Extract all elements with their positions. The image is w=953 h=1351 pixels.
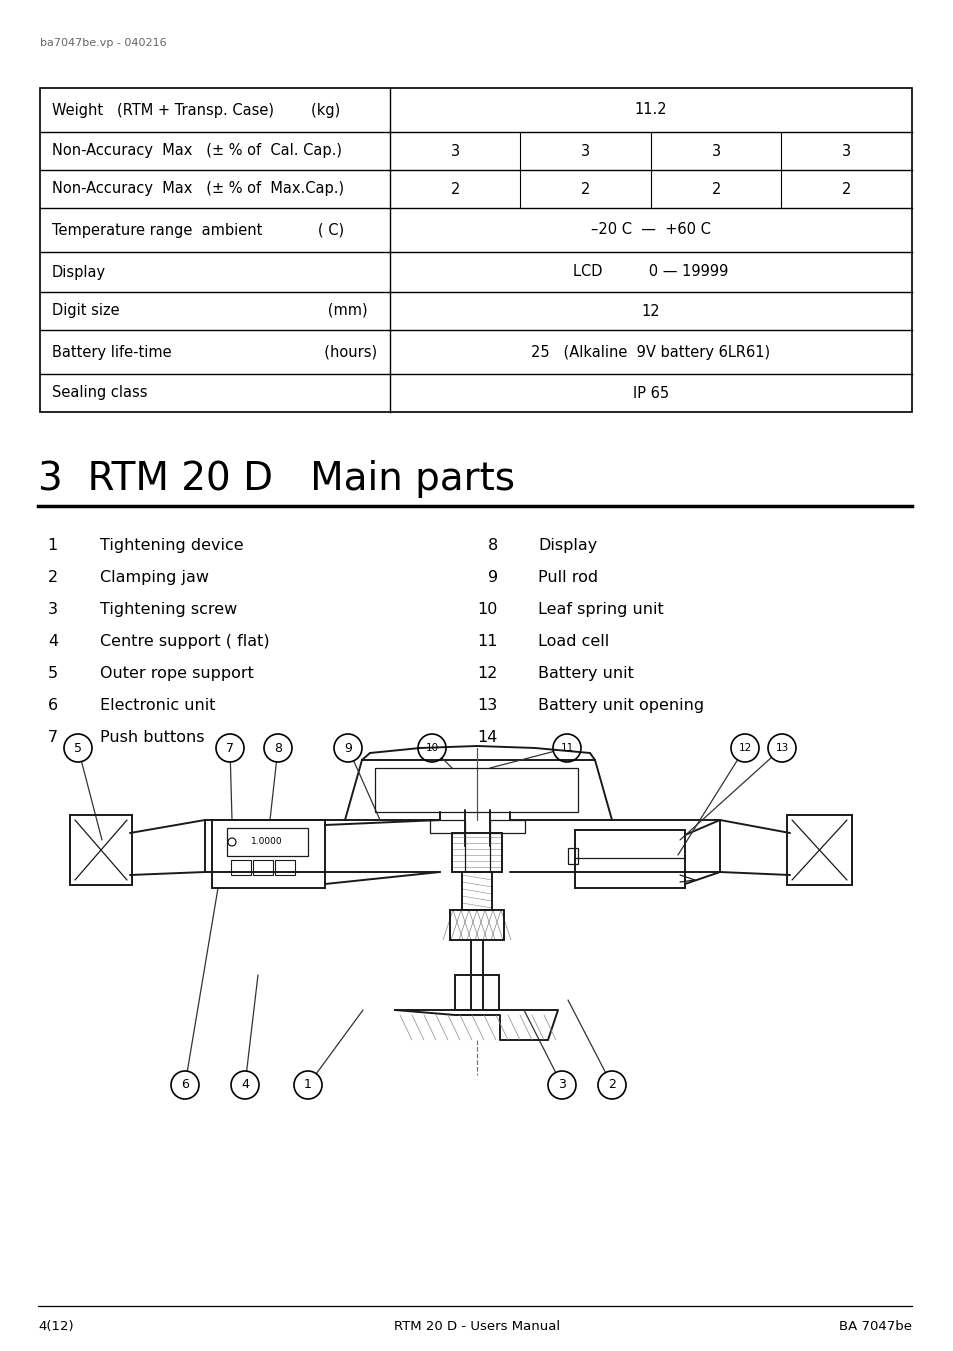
- Text: 2: 2: [607, 1078, 616, 1092]
- Text: 11: 11: [559, 743, 573, 753]
- Text: Leaf spring unit: Leaf spring unit: [537, 603, 663, 617]
- Text: 2: 2: [580, 181, 590, 196]
- Text: 5: 5: [74, 742, 82, 754]
- Text: 10: 10: [425, 743, 438, 753]
- Text: Push buttons: Push buttons: [100, 730, 204, 744]
- Text: 2: 2: [841, 181, 850, 196]
- Text: RTM 20 D - Users Manual: RTM 20 D - Users Manual: [394, 1320, 559, 1333]
- Text: Non-Accuracy  Max   (± % of  Max.Cap.): Non-Accuracy Max (± % of Max.Cap.): [52, 181, 344, 196]
- Text: 3  RTM 20 D   Main parts: 3 RTM 20 D Main parts: [38, 459, 515, 499]
- Text: 14: 14: [477, 730, 497, 744]
- Bar: [274, 861, 294, 875]
- Bar: [452, 834, 501, 871]
- Bar: [490, 820, 524, 834]
- Text: 9: 9: [487, 570, 497, 585]
- Text: Tightening screw: Tightening screw: [100, 603, 237, 617]
- Text: Electronic unit: Electronic unit: [100, 698, 215, 713]
- Text: LCD          0 — 19999: LCD 0 — 19999: [573, 265, 728, 280]
- Text: 10: 10: [477, 603, 497, 617]
- Bar: [461, 871, 492, 911]
- Text: Battery unit opening: Battery unit opening: [537, 698, 703, 713]
- Text: 3: 3: [580, 143, 590, 158]
- Text: 5: 5: [48, 666, 58, 681]
- Text: Temperature range  ambient            ( C): Temperature range ambient ( C): [52, 223, 344, 238]
- Text: Load cell: Load cell: [537, 634, 609, 648]
- Text: 3: 3: [48, 603, 58, 617]
- Text: 2: 2: [450, 181, 459, 196]
- Bar: [430, 820, 464, 834]
- Text: 3: 3: [841, 143, 850, 158]
- Text: 2: 2: [711, 181, 720, 196]
- Bar: [253, 861, 273, 875]
- Text: IP 65: IP 65: [632, 385, 668, 400]
- Bar: [231, 861, 251, 875]
- Bar: [786, 815, 851, 885]
- Bar: [227, 828, 308, 857]
- Text: Tightening device: Tightening device: [100, 538, 243, 553]
- Text: Display: Display: [52, 265, 106, 280]
- Text: Battery unit: Battery unit: [537, 666, 633, 681]
- Text: 11.2: 11.2: [634, 103, 666, 118]
- Text: 7: 7: [226, 742, 233, 754]
- Text: 1.0000: 1.0000: [251, 838, 282, 847]
- Text: 13: 13: [775, 743, 788, 753]
- Text: 3: 3: [558, 1078, 565, 1092]
- Text: 6: 6: [48, 698, 58, 713]
- Text: Clamping jaw: Clamping jaw: [100, 570, 209, 585]
- Text: ba7047be.vp - 040216: ba7047be.vp - 040216: [40, 38, 167, 49]
- Text: Pull rod: Pull rod: [537, 570, 598, 585]
- Text: 13: 13: [477, 698, 497, 713]
- Text: 2: 2: [48, 570, 58, 585]
- Text: 6: 6: [181, 1078, 189, 1092]
- Text: –20 C  —  +60 C: –20 C — +60 C: [591, 223, 710, 238]
- Text: Display: Display: [537, 538, 597, 553]
- Text: 4(12): 4(12): [38, 1320, 73, 1333]
- Text: 9: 9: [344, 742, 352, 754]
- Text: 1: 1: [48, 538, 58, 553]
- Bar: [40, 88, 911, 412]
- Text: 7: 7: [48, 730, 58, 744]
- Text: 3: 3: [450, 143, 459, 158]
- Text: 3: 3: [711, 143, 720, 158]
- Bar: [575, 830, 684, 888]
- Bar: [567, 848, 578, 865]
- Text: Non-Accuracy  Max   (± % of  Cal. Cap.): Non-Accuracy Max (± % of Cal. Cap.): [52, 143, 341, 158]
- Text: 12: 12: [738, 743, 751, 753]
- Text: Battery life-time                                 (hours): Battery life-time (hours): [52, 345, 376, 359]
- Text: 4: 4: [241, 1078, 249, 1092]
- Text: 12: 12: [641, 304, 659, 319]
- Text: Weight   (RTM + Transp. Case)        (kg): Weight (RTM + Transp. Case) (kg): [52, 103, 340, 118]
- Text: 1: 1: [304, 1078, 312, 1092]
- Text: Digit size                                             (mm): Digit size (mm): [52, 304, 367, 319]
- Text: Outer rope support: Outer rope support: [100, 666, 253, 681]
- Text: Sealing class: Sealing class: [52, 385, 148, 400]
- Bar: [70, 815, 132, 885]
- Bar: [450, 911, 503, 940]
- Bar: [375, 767, 578, 812]
- Text: BA 7047be: BA 7047be: [838, 1320, 911, 1333]
- Text: 4: 4: [48, 634, 58, 648]
- Text: 12: 12: [477, 666, 497, 681]
- Text: 11: 11: [477, 634, 497, 648]
- Text: Centre support ( flat): Centre support ( flat): [100, 634, 270, 648]
- Bar: [455, 975, 498, 1011]
- Text: 8: 8: [274, 742, 282, 754]
- Text: 8: 8: [487, 538, 497, 553]
- Text: 25   (Alkaline  9V battery 6LR61): 25 (Alkaline 9V battery 6LR61): [531, 345, 770, 359]
- Bar: [212, 820, 325, 888]
